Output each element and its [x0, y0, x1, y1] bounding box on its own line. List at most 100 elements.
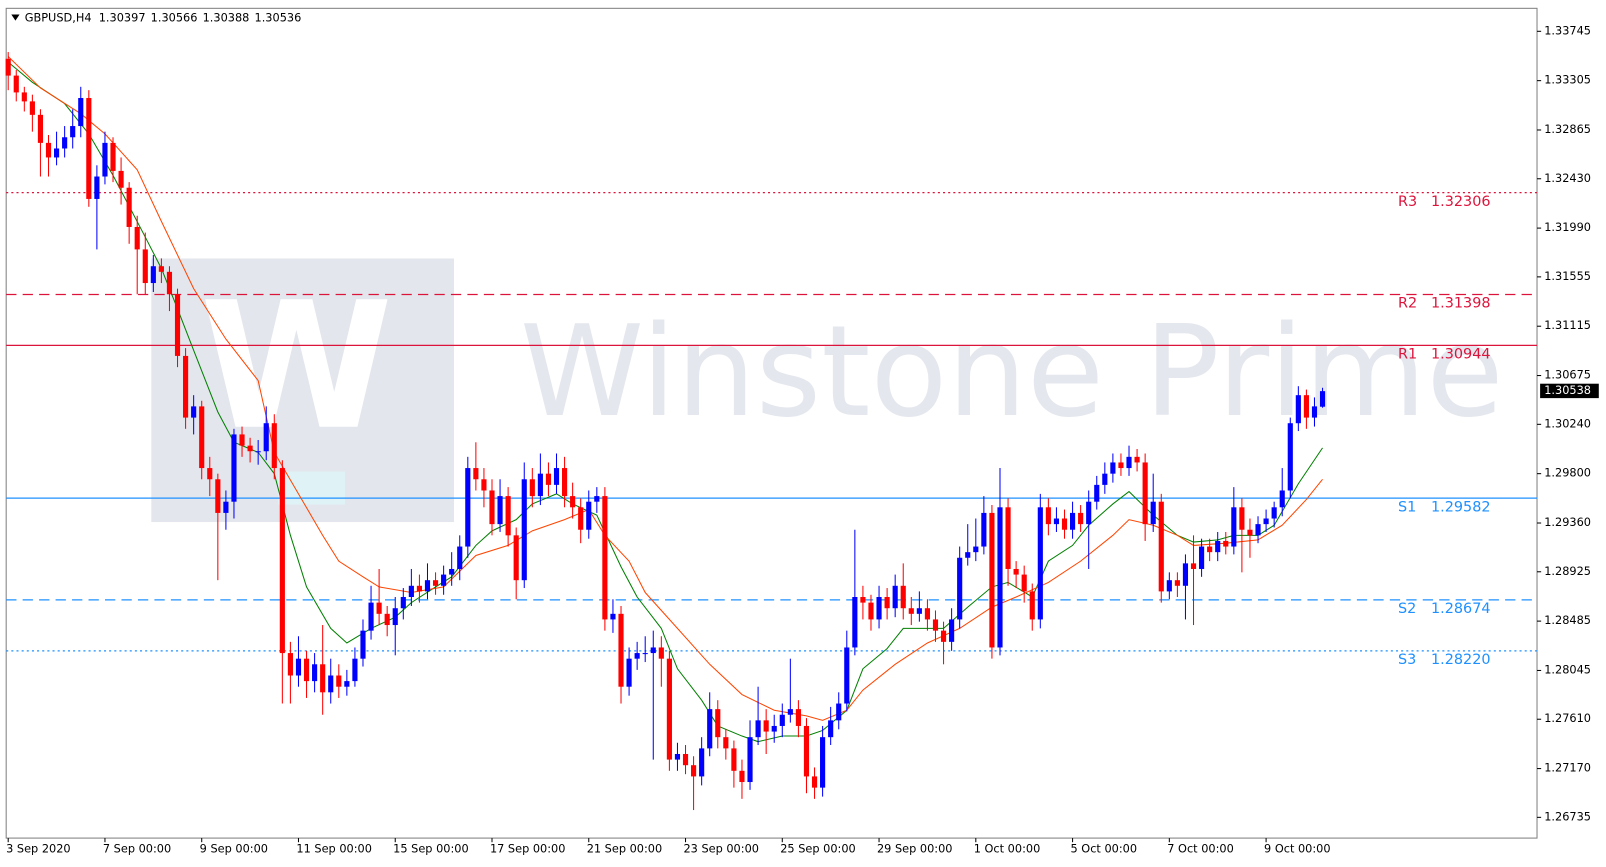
level-value: 1.29582	[1431, 499, 1491, 515]
candle-body	[570, 496, 576, 508]
y-tick-label: 1.33745	[1544, 23, 1591, 37]
candle-body	[465, 468, 471, 547]
level-name: S2	[1398, 601, 1416, 617]
header-close: 1.30536	[255, 11, 302, 25]
candle-body	[1255, 524, 1261, 536]
candle-body	[957, 557, 963, 620]
candle-body	[771, 725, 777, 732]
candle-body	[400, 597, 406, 609]
candle-body	[94, 176, 100, 199]
candle-body	[158, 266, 164, 272]
candle-body	[408, 585, 414, 598]
candle-body	[731, 748, 737, 771]
candle-body	[884, 597, 890, 609]
candle-body	[715, 709, 721, 738]
candle-body	[352, 658, 358, 682]
candle-body	[1078, 512, 1084, 525]
candle-body	[1239, 507, 1245, 530]
candle-body	[279, 468, 285, 654]
price-box	[1540, 383, 1599, 399]
candle-body	[634, 653, 640, 659]
candle-body	[1223, 540, 1229, 547]
y-tick-label: 1.31115	[1544, 318, 1591, 332]
candle-body	[973, 546, 979, 553]
x-tick-label: 15 Sep 00:00	[393, 841, 469, 855]
candle-body	[215, 479, 221, 513]
candle-body	[497, 496, 503, 525]
candle-body	[191, 406, 197, 418]
candle-body	[174, 294, 181, 356]
candle-body	[239, 434, 245, 446]
candle-body	[62, 137, 68, 149]
candle-body	[1061, 518, 1068, 530]
candle-body	[328, 675, 334, 693]
y-tick-label: 1.26735	[1544, 809, 1591, 823]
candle-body	[940, 630, 947, 642]
y-tick-label: 1.32865	[1544, 122, 1591, 136]
candle-body	[868, 602, 874, 620]
candle-body	[1215, 540, 1221, 553]
level-name: S3	[1398, 652, 1416, 668]
candle-body	[1102, 473, 1108, 485]
candle-body	[997, 507, 1003, 648]
candle-body	[1174, 580, 1180, 586]
candle-body	[1271, 507, 1277, 519]
candle-body	[142, 249, 148, 284]
y-tick-label: 1.33305	[1544, 73, 1591, 87]
level-value: 1.31398	[1431, 296, 1491, 312]
candle-body	[1247, 529, 1253, 536]
candle-body	[376, 602, 382, 614]
candle-body	[247, 445, 253, 452]
y-tick-label: 1.27610	[1544, 711, 1591, 725]
candle-body	[602, 496, 608, 620]
candle-body	[989, 512, 995, 648]
y-tick-label: 1.31555	[1544, 269, 1591, 283]
moving-average	[7, 61, 1323, 743]
candle-body	[134, 226, 140, 250]
candle-body	[37, 114, 44, 143]
candle-body	[529, 479, 535, 497]
candle-body	[553, 468, 560, 485]
candle-body	[312, 664, 318, 682]
candle-body	[1045, 507, 1051, 525]
candle-body	[70, 126, 76, 138]
level-name: R3	[1398, 194, 1417, 210]
candle-body	[166, 271, 173, 295]
candle-body	[481, 479, 487, 491]
candle-body	[320, 664, 326, 693]
candle-body	[489, 490, 495, 525]
candle-body	[658, 647, 664, 659]
x-tick-label: 21 Sep 00:00	[587, 841, 663, 855]
candle-body	[844, 647, 850, 704]
candle-body	[360, 630, 366, 659]
candle-body	[747, 737, 753, 783]
candle-body	[86, 98, 92, 199]
candle-body	[368, 602, 374, 631]
level-value: 1.28220	[1431, 652, 1491, 668]
candle-body	[1150, 501, 1156, 525]
candle-body	[336, 675, 342, 687]
candle-body	[255, 451, 261, 453]
candle-body	[1190, 563, 1197, 569]
candle-body	[441, 574, 447, 586]
x-tick-label: 3 Sep 2020	[6, 841, 71, 855]
candle-body	[1037, 507, 1043, 620]
candle-body	[1053, 518, 1060, 525]
header-high: 1.30566	[151, 11, 198, 25]
candle-body	[344, 681, 350, 687]
candle-body	[505, 496, 511, 536]
candle-body	[1295, 395, 1301, 424]
candle-body	[1013, 568, 1019, 575]
candle-body	[1134, 456, 1140, 463]
candle-body	[666, 658, 672, 760]
candle-body	[836, 703, 842, 721]
level-value: 1.28674	[1431, 601, 1491, 617]
candle-body	[610, 613, 616, 620]
x-tick-label: 7 Sep 00:00	[103, 841, 171, 855]
candle-body	[1279, 490, 1285, 508]
candle-body	[763, 720, 769, 732]
y-tick-label: 1.27170	[1544, 761, 1591, 775]
candle-body	[287, 653, 293, 676]
level-value: 1.30944	[1431, 347, 1491, 363]
candle-body	[1319, 391, 1326, 407]
